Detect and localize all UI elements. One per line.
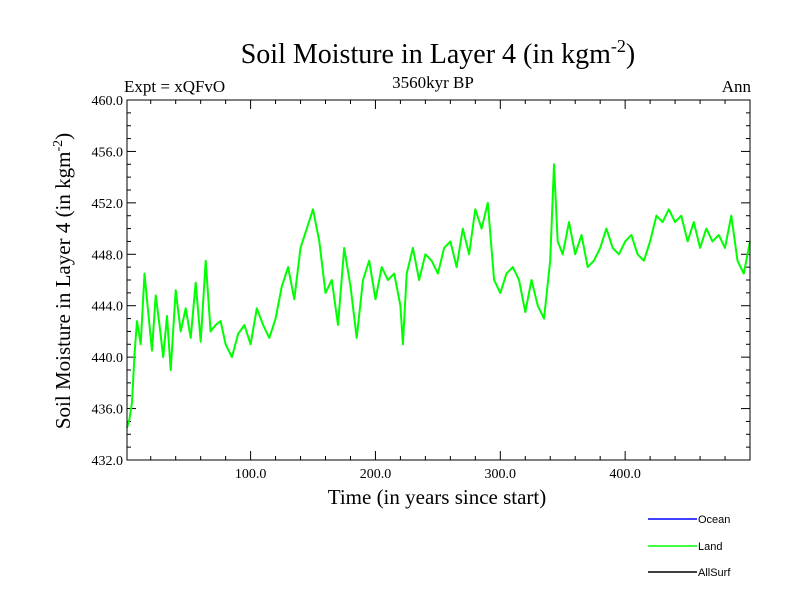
legend-label-ocean: Ocean xyxy=(698,514,730,526)
y-axis-label-close: ) xyxy=(51,133,75,140)
legend: Ocean Land AllSurf xyxy=(648,514,731,579)
axis-ticks: 432.0 436.0 440.0 444.0 448.0 452.0 456.0 460.0… xyxy=(92,94,750,482)
chart-subtitle: 3560kyr BP xyxy=(392,73,474,92)
y-tick-label: 444.0 xyxy=(92,300,124,315)
legend-label-land: Land xyxy=(698,541,722,553)
x-tick-label: 400.0 xyxy=(609,467,641,482)
y-tick-label: 456.0 xyxy=(92,145,124,160)
legend-label-allsurf: AllSurf xyxy=(698,567,731,579)
chart-title-close: ) xyxy=(626,39,635,70)
series-line-land xyxy=(126,163,751,429)
y-tick-label: 452.0 xyxy=(92,197,124,212)
y-tick-label: 436.0 xyxy=(92,403,124,418)
y-tick-label: 460.0 xyxy=(92,94,124,109)
y-axis-label: Soil Moisture in Layer 4 (in kgm-2) xyxy=(51,133,75,429)
y-tick-label: 432.0 xyxy=(92,454,124,469)
chart-title-sup: -2 xyxy=(611,36,626,56)
y-axis-label-main: Soil Moisture in Layer 4 (in kgm xyxy=(51,152,75,430)
x-tick-label: 300.0 xyxy=(485,467,517,482)
x-axis-label: Time (in years since start) xyxy=(328,485,547,509)
y-axis-label-sup: -2 xyxy=(51,140,66,152)
x-tick-label: 200.0 xyxy=(360,467,392,482)
season-label: Ann xyxy=(722,77,752,96)
chart-title: Soil Moisture in Layer 4 (in kgm-2) xyxy=(241,36,636,70)
y-tick-label: 440.0 xyxy=(92,351,124,366)
experiment-label: Expt = xQFvO xyxy=(124,77,225,96)
x-tick-label: 100.0 xyxy=(235,467,267,482)
y-tick-label: 448.0 xyxy=(92,248,124,263)
plot-frame xyxy=(126,99,751,461)
chart-title-main: Soil Moisture in Layer 4 (in kgm xyxy=(241,39,611,70)
plot-area xyxy=(126,163,751,429)
